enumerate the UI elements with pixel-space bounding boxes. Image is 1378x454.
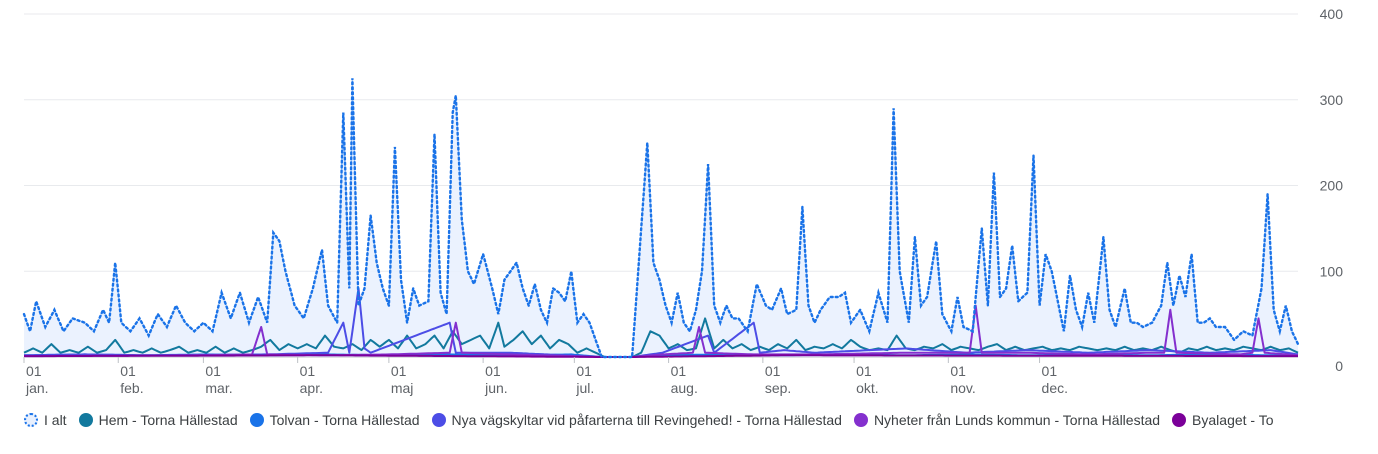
- series-line-5: [24, 354, 1298, 358]
- x-tick-month: apr.: [300, 380, 323, 396]
- y-tick-label: 100: [1320, 263, 1344, 279]
- x-tick-day: 01: [300, 363, 316, 379]
- legend-swatch: [1172, 413, 1187, 427]
- legend-item[interactable]: Nya vägskyltar vid påfarterna till Revin…: [431, 412, 842, 428]
- series-lines: [22, 78, 1300, 359]
- x-tick-month: jul.: [575, 380, 594, 396]
- x-tick-day: 01: [205, 363, 221, 379]
- legend-label: Byalaget - To: [1192, 412, 1274, 428]
- x-tick-day: 01: [1042, 363, 1058, 379]
- x-tick-day: 01: [671, 363, 687, 379]
- x-axis-ticks: 01jan.01feb.01mar.01apr.01maj01jun.01jul…: [23, 357, 1068, 396]
- x-tick-month: aug.: [671, 380, 698, 396]
- legend-item[interactable]: Hem - Torna Hällestad: [78, 412, 238, 428]
- x-tick-month: dec.: [1042, 380, 1068, 396]
- area-fill: [24, 78, 1298, 358]
- legend-item[interactable]: Nyheter från Lunds kommun - Torna Hälles…: [853, 412, 1161, 428]
- legend-item[interactable]: Byalaget - To: [1172, 412, 1274, 428]
- x-tick-day: 01: [765, 363, 781, 379]
- x-tick-day: 01: [26, 363, 42, 379]
- x-tick-month: feb.: [120, 380, 143, 396]
- legend-swatch: [24, 413, 38, 427]
- y-tick-label: 300: [1320, 92, 1344, 108]
- x-tick-month: jan.: [25, 380, 49, 396]
- series-line-1: [23, 317, 1299, 358]
- x-tick-month: sep.: [765, 380, 791, 396]
- y-tick-label: 400: [1320, 6, 1344, 22]
- x-tick-month: jun.: [484, 380, 508, 396]
- y-axis-ticks: 0 100 200 300 400: [1320, 6, 1344, 374]
- chart-legend: I alt Hem - Torna Hällestad Tolvan - Torna…: [24, 412, 1378, 428]
- x-tick-month: okt.: [856, 380, 879, 396]
- x-tick-day: 01: [391, 363, 407, 379]
- y-tick-label: 0: [1335, 358, 1343, 374]
- legend-label: Nyheter från Lunds kommun - Torna Hälles…: [873, 412, 1161, 428]
- x-tick-day: 01: [485, 363, 501, 379]
- x-tick-day: 01: [576, 363, 592, 379]
- legend-swatch: [249, 413, 264, 427]
- y-tick-label: 200: [1320, 178, 1344, 194]
- legend-label: Hem - Torna Hällestad: [98, 412, 238, 428]
- series-line-i-alt: [22, 78, 1300, 359]
- series-area-i-alt: [24, 78, 1298, 358]
- legend-swatch: [78, 413, 93, 427]
- legend-swatch: [853, 413, 868, 427]
- x-tick-month: maj: [391, 380, 414, 396]
- legend-label: Nya vägskyltar vid påfarterna till Revin…: [451, 412, 842, 428]
- legend-swatch: [431, 413, 446, 427]
- legend-label: I alt: [44, 412, 67, 428]
- x-tick-day: 01: [950, 363, 966, 379]
- legend-item[interactable]: Tolvan - Torna Hällestad: [249, 412, 420, 428]
- legend-item[interactable]: I alt: [24, 412, 67, 428]
- x-tick-day: 01: [120, 363, 136, 379]
- legend-label: Tolvan - Torna Hällestad: [269, 412, 420, 428]
- x-tick-month: mar.: [205, 380, 232, 396]
- x-tick-day: 01: [856, 363, 872, 379]
- x-tick-month: nov.: [950, 380, 975, 396]
